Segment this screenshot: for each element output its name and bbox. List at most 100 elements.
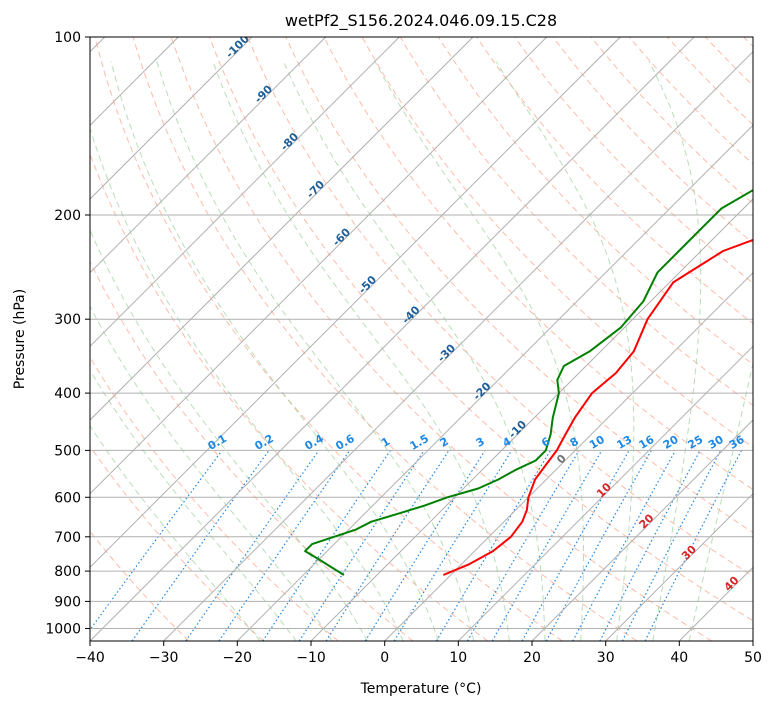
mixing-ratio-label: 30 bbox=[706, 433, 726, 452]
moist-adiabat bbox=[90, 126, 404, 641]
dry-adiabat bbox=[90, 356, 339, 641]
x-axis-label: Temperature (°C) bbox=[360, 681, 482, 697]
mixing-ratio-label: 8 bbox=[568, 435, 581, 450]
x-tick-label: 50 bbox=[744, 650, 762, 666]
moist-adiabat bbox=[283, 61, 546, 641]
dry-adiabat bbox=[399, 37, 753, 407]
mixing-ratio-label: 2 bbox=[438, 435, 451, 450]
mixing-ratio-label: 0.2 bbox=[253, 432, 276, 453]
isotherm bbox=[605, 492, 753, 641]
moist-adiabat bbox=[90, 369, 297, 641]
isotherm-label: 40 bbox=[722, 574, 742, 594]
dry-adiabat bbox=[209, 37, 753, 622]
x-tick-label: −30 bbox=[149, 650, 179, 666]
y-axis-label: Pressure (hPa) bbox=[12, 289, 28, 389]
isotherm-label: -40 bbox=[399, 303, 422, 326]
isotherm bbox=[90, 37, 327, 274]
y-tick-label: 1000 bbox=[45, 622, 81, 638]
y-axis: 100 200 300 400 500 600 700 800 900 1000 bbox=[45, 30, 90, 638]
isotherm-label: -60 bbox=[330, 225, 353, 248]
isotherm bbox=[531, 419, 753, 641]
mixing-ratio-line bbox=[466, 450, 580, 641]
isotherm bbox=[90, 37, 253, 200]
y-tick-label: 500 bbox=[54, 443, 81, 459]
y-tick-label: 400 bbox=[54, 386, 81, 402]
dry-adiabat bbox=[476, 37, 753, 325]
isotherm bbox=[90, 37, 695, 641]
mixing-ratio-line bbox=[262, 450, 391, 641]
dry-adiabat bbox=[590, 37, 753, 205]
moist-adiabat bbox=[90, 425, 261, 641]
dewpoint-profile bbox=[304, 188, 753, 576]
plot-frame bbox=[89, 36, 754, 642]
x-axis: −40 −30 −20 −10 0 10 20 30 40 50 bbox=[75, 641, 762, 666]
mixing-ratio-line bbox=[364, 450, 486, 641]
y-tick-label: 700 bbox=[54, 530, 81, 546]
moist-adiabat bbox=[688, 360, 753, 641]
isotherm bbox=[384, 271, 753, 641]
mixing-ratio-label: 1 bbox=[379, 435, 392, 450]
moist-adiabat bbox=[90, 305, 333, 641]
y-tick-label: 200 bbox=[54, 208, 81, 224]
mixing-ratio-line bbox=[185, 450, 320, 641]
dry-adiabat bbox=[90, 152, 488, 641]
moist-adiabat bbox=[212, 61, 510, 641]
dry-adiabat bbox=[132, 37, 638, 641]
mixing-ratio-label: 3 bbox=[474, 435, 487, 450]
mixing-ratio-label: 13 bbox=[615, 433, 635, 452]
x-tick-label: 30 bbox=[597, 650, 615, 666]
temperature-profile bbox=[442, 238, 753, 576]
dry-adiabat bbox=[514, 37, 753, 284]
profiles bbox=[304, 188, 753, 576]
moist-adiabat bbox=[374, 61, 584, 641]
isotherm-label: -100 bbox=[223, 32, 252, 61]
mixing-ratio-line bbox=[218, 450, 351, 641]
isotherm bbox=[457, 345, 753, 641]
dry-adiabat bbox=[323, 37, 753, 491]
isotherm bbox=[90, 37, 621, 569]
y-tick-label: 900 bbox=[54, 594, 81, 610]
x-tick-label: −10 bbox=[296, 650, 326, 666]
mixing-ratio-line bbox=[621, 450, 722, 641]
isotherm-label: -70 bbox=[304, 178, 327, 201]
dry-adiabat bbox=[94, 37, 563, 641]
isotherm-label: -90 bbox=[252, 82, 275, 105]
isotherm-label: -10 bbox=[506, 418, 529, 441]
isotherm-label: 20 bbox=[637, 511, 657, 531]
background-guide-lines bbox=[90, 37, 753, 641]
mixing-ratio-line bbox=[599, 450, 701, 641]
isotherm-labels: 0.1 0.2 0.4 0.6 1 1.5 2 3 4 6 8 10 13 16 20 25 30 36-100-… bbox=[206, 32, 747, 594]
mixing-ratio-line bbox=[90, 450, 223, 631]
mixing-ratio-label: 36 bbox=[727, 433, 747, 452]
dry-adiabat bbox=[743, 37, 753, 48]
isotherm-label: 30 bbox=[679, 542, 699, 562]
dry-adiabat bbox=[552, 37, 753, 244]
isotherm bbox=[90, 37, 474, 421]
mixing-ratio-line bbox=[298, 450, 425, 641]
isotherm-label: -30 bbox=[435, 341, 458, 364]
y-tick-label: 800 bbox=[54, 564, 81, 580]
isotherm bbox=[163, 50, 753, 641]
isotherm bbox=[90, 37, 400, 348]
dry-adiabat bbox=[90, 445, 264, 641]
isotherm bbox=[752, 640, 753, 641]
mixing-ratio-line bbox=[393, 450, 513, 641]
moist-adiabat bbox=[110, 61, 439, 641]
isotherm bbox=[90, 37, 548, 495]
dry-adiabat bbox=[247, 37, 753, 577]
mixing-ratio-line bbox=[545, 450, 652, 641]
mixing-ratio-label: 16 bbox=[637, 433, 657, 452]
mixing-ratio-label: 1.5 bbox=[408, 432, 431, 453]
dry-adiabat bbox=[628, 37, 753, 165]
x-tick-label: −20 bbox=[223, 650, 253, 666]
moist-adiabat bbox=[90, 228, 369, 641]
mixing-ratio-line bbox=[435, 450, 552, 641]
mixing-ratio-label: 0.6 bbox=[333, 432, 357, 453]
y-tick-label: 100 bbox=[54, 30, 81, 46]
x-tick-label: 40 bbox=[670, 650, 688, 666]
isotherm-label: -20 bbox=[470, 379, 493, 402]
y-tick-label: 300 bbox=[54, 312, 81, 328]
mixing-ratio-line bbox=[644, 450, 743, 641]
y-tick-label: 600 bbox=[54, 490, 81, 506]
